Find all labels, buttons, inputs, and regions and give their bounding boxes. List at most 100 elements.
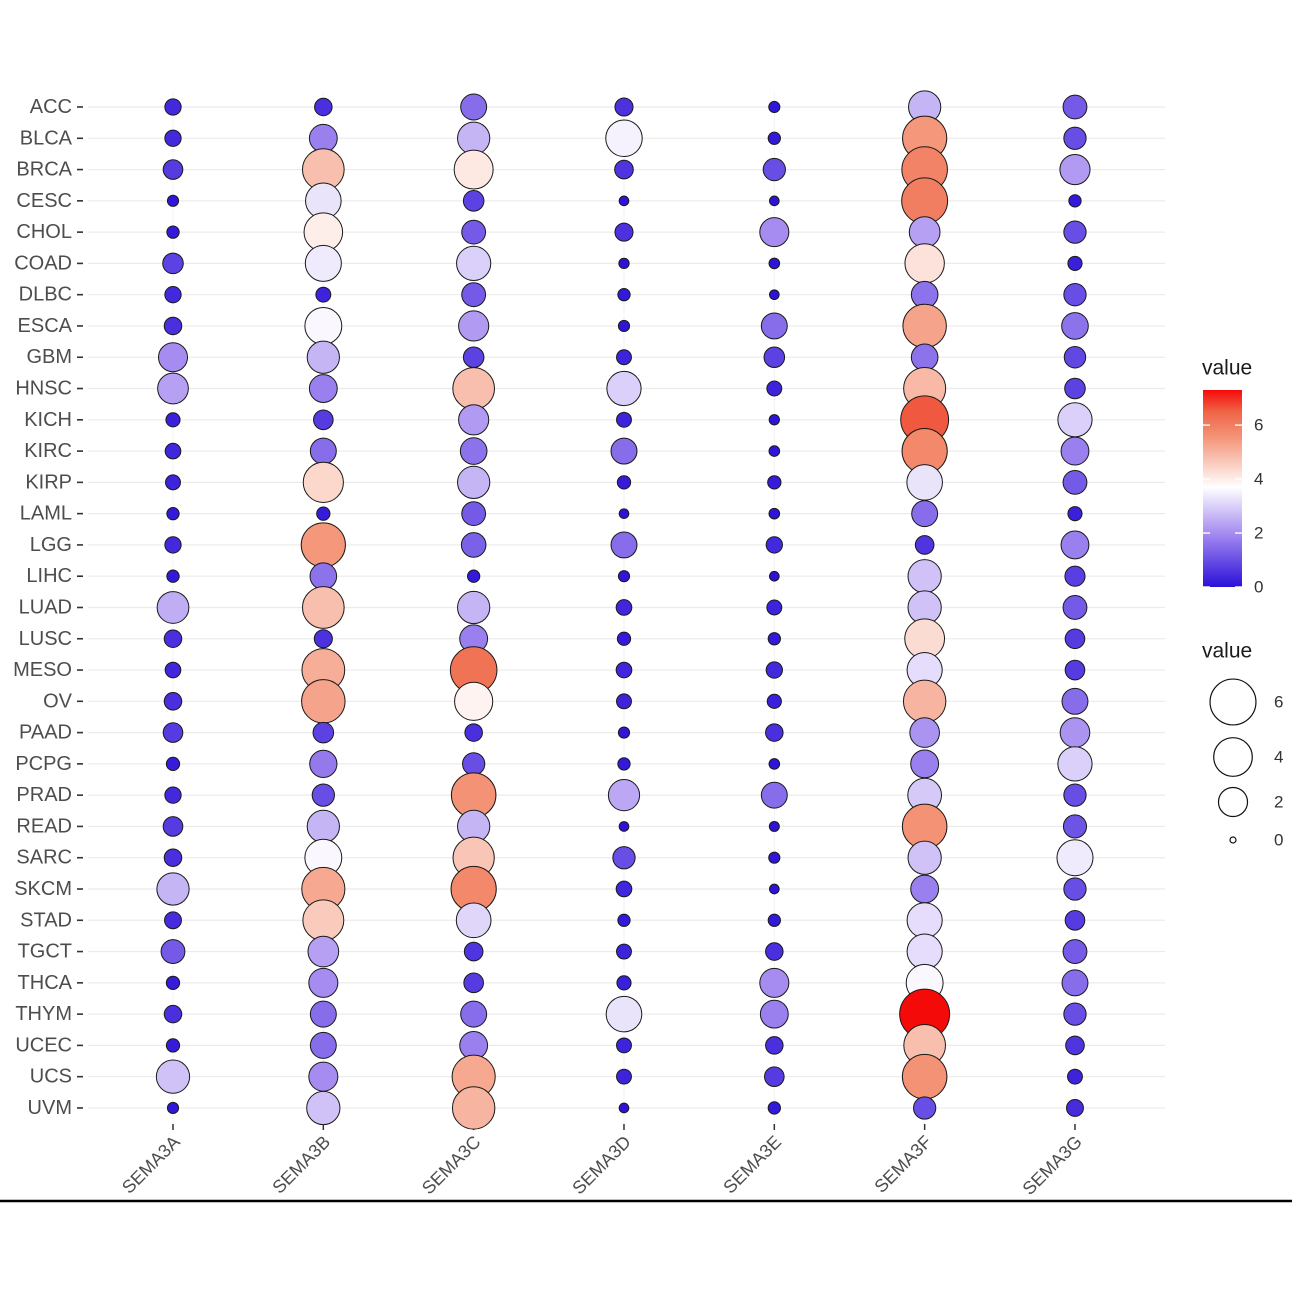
dot-blca-sema3b	[308, 123, 338, 153]
dot-lgg-sema3a	[164, 536, 182, 554]
size-legend: value 6 4 2 0	[1202, 640, 1283, 850]
dot-lihc-sema3b	[309, 562, 338, 591]
dot-coad-sema3f	[904, 243, 945, 284]
y-tick-label: PCPG	[15, 753, 72, 775]
dot-gbm-sema3g	[1063, 346, 1087, 369]
dot-ov-sema3g	[1061, 687, 1089, 715]
y-tick-label: UCEC	[15, 1034, 72, 1056]
dot-gbm-sema3d	[616, 349, 632, 366]
dot-gbm-sema3b	[306, 340, 340, 374]
dot-lusc-sema3d	[616, 631, 632, 646]
color-legend-label: 6	[1254, 416, 1263, 435]
size-legend-label: 6	[1274, 693, 1283, 712]
y-tick-label: UVM	[28, 1097, 72, 1119]
dot-kirc-sema3b	[309, 437, 337, 465]
dot-meso-sema3d	[615, 661, 633, 679]
size-legend-key	[1217, 786, 1249, 818]
dot-tgct-sema3a	[160, 939, 186, 964]
dot-ucec-sema3b	[309, 1031, 337, 1059]
dot-sarc-sema3d	[612, 846, 636, 870]
dot-stad-sema3a	[164, 911, 182, 930]
dot-chol-sema3a	[166, 225, 180, 239]
dot-chol-sema3e	[759, 217, 790, 248]
y-tick-label: PRAD	[16, 784, 72, 806]
y-tick-label: LUAD	[19, 596, 72, 618]
dot-esca-sema3f	[902, 303, 947, 349]
dot-hnsc-sema3g	[1064, 377, 1086, 400]
dot-chol-sema3d	[614, 222, 634, 242]
dot-esca-sema3b	[304, 307, 343, 345]
y-tick-label: TGCT	[18, 941, 72, 963]
dot-kirc-sema3d	[610, 437, 638, 465]
dot-hnsc-sema3a	[157, 372, 189, 405]
dot-hnsc-sema3c	[452, 367, 496, 410]
y-tick-label: THYM	[15, 1003, 72, 1025]
dot-lgg-sema3g	[1060, 530, 1090, 560]
y-tick-label: KIRC	[24, 440, 72, 462]
dot-kich-sema3c	[458, 404, 490, 436]
dot-lihc-sema3f	[907, 559, 942, 594]
y-tick-label: STAD	[20, 909, 72, 931]
dot-ucs-sema3f	[901, 1053, 948, 1100]
size-legend-title: value	[1202, 640, 1252, 663]
dot-brca-sema3a	[162, 159, 184, 180]
dot-blca-sema3e	[767, 131, 781, 145]
y-tick-label: LUSC	[19, 628, 72, 650]
dot-luad-sema3e	[766, 599, 783, 616]
dot-esca-sema3c	[458, 310, 490, 342]
size-legend-label: 2	[1274, 793, 1283, 812]
dot-blca-sema3d	[605, 119, 643, 158]
dot-kirp-sema3f	[906, 464, 943, 501]
dot-laml-sema3c	[461, 501, 487, 527]
dot-coad-sema3e	[768, 257, 781, 270]
y-tick-label: KIRP	[25, 471, 72, 493]
y-tick-label: THCA	[18, 972, 73, 994]
dot-sarc-sema3f	[907, 840, 942, 875]
dot-kich-sema3g	[1057, 402, 1093, 438]
dot-lgg-sema3c	[460, 532, 487, 558]
dot-laml-sema3f	[911, 500, 939, 528]
y-tick-label: LAML	[20, 503, 72, 525]
dot-dlbc-sema3a	[164, 286, 182, 304]
size-legend-label: 4	[1274, 748, 1283, 767]
dot-kirc-sema3e	[768, 445, 781, 457]
dot-ucec-sema3g	[1065, 1035, 1085, 1056]
y-tick-label: ACC	[30, 96, 72, 118]
y-tick-label: READ	[16, 815, 72, 837]
dot-chol-sema3c	[461, 219, 487, 245]
dot-lusc-sema3a	[163, 629, 183, 649]
dot-uvm-sema3a	[166, 1101, 180, 1115]
dot-stad-sema3c	[455, 902, 492, 939]
dot-lusc-sema3e	[767, 632, 781, 646]
dot-hnsc-sema3e	[766, 380, 783, 397]
dot-thca-sema3e	[759, 967, 790, 998]
dot-skcm-sema3g	[1063, 877, 1087, 901]
dot-ucs-sema3e	[764, 1066, 785, 1087]
dot-lgg-sema3f	[914, 535, 935, 555]
dot-prad-sema3g	[1063, 783, 1087, 807]
dot-prad-sema3a	[164, 786, 182, 804]
y-tick-label: ESCA	[18, 315, 73, 337]
y-tick-label: BRCA	[16, 159, 72, 181]
dot-coad-sema3c	[456, 245, 492, 281]
color-legend: value 6 4 2 0	[1202, 357, 1263, 597]
dot-meso-sema3a	[164, 661, 182, 679]
dot-ov-sema3d	[616, 693, 632, 710]
dot-lihc-sema3a	[166, 569, 180, 583]
dot-blca-sema3g	[1063, 126, 1087, 150]
dot-pcpg-sema3e	[768, 758, 781, 770]
y-axis: ACC BLCA BRCA CESC CHOL COAD DLBC ESCA GBM HNSC KI…	[13, 96, 83, 1119]
size-legend-key	[1229, 836, 1237, 844]
dot-ucec-sema3e	[765, 1036, 784, 1055]
dot-dlbc-sema3c	[461, 282, 487, 308]
dot-tgct-sema3e	[765, 942, 784, 961]
dot-read-sema3g	[1062, 814, 1088, 839]
dot-ucs-sema3g	[1067, 1068, 1083, 1085]
dot-meso-sema3g	[1064, 659, 1086, 681]
dot-lgg-sema3d	[610, 531, 638, 559]
dot-brca-sema3e	[762, 157, 786, 182]
y-tick-label: CHOL	[16, 221, 72, 243]
dot-esca-sema3d	[617, 319, 631, 333]
dot-kirp-sema3b	[302, 461, 344, 503]
dot-ov-sema3f	[902, 679, 947, 724]
